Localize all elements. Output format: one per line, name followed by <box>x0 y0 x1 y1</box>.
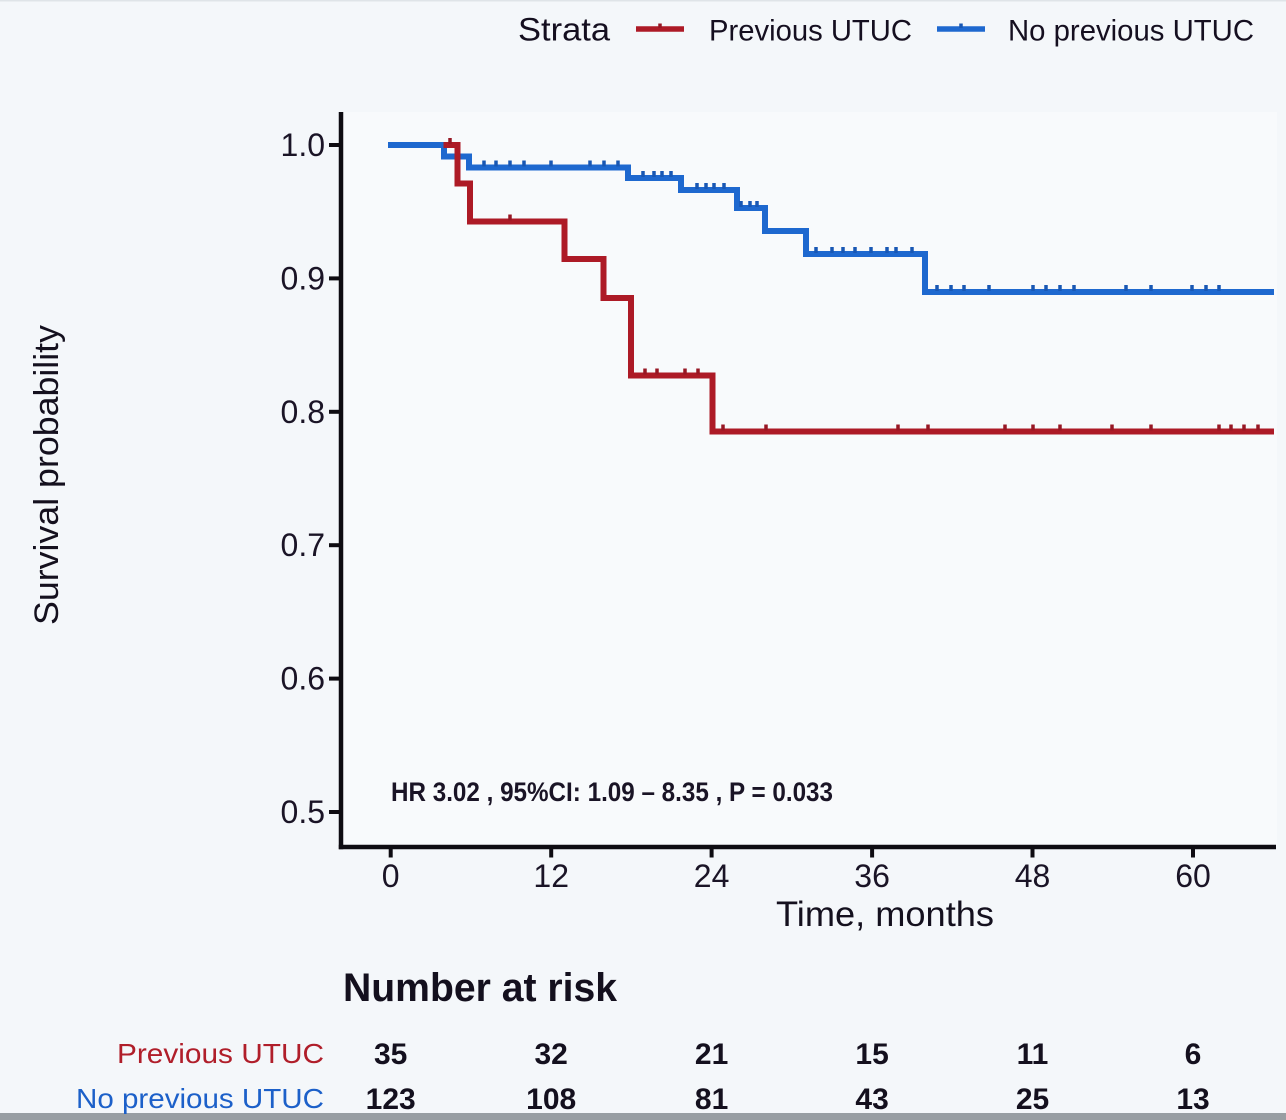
svg-text:32: 32 <box>535 1038 568 1071</box>
svg-text:0.7: 0.7 <box>281 527 325 563</box>
svg-text:25: 25 <box>1016 1083 1049 1116</box>
svg-text:24: 24 <box>694 858 730 894</box>
svg-text:Previous UTUC: Previous UTUC <box>117 1038 324 1069</box>
svg-text:0.9: 0.9 <box>281 260 325 296</box>
svg-text:43: 43 <box>855 1083 888 1116</box>
svg-text:81: 81 <box>695 1083 728 1116</box>
svg-text:No previous UTUC: No previous UTUC <box>76 1083 324 1114</box>
svg-text:0.8: 0.8 <box>281 394 325 430</box>
svg-text:13: 13 <box>1176 1083 1209 1116</box>
svg-text:12: 12 <box>533 858 569 894</box>
svg-text:HR 3.02 , 95%CI: 1.09 – 8.35: HR 3.02 , 95%CI: 1.09 – 8.35 , P = 0.033 <box>391 777 833 807</box>
svg-text:60: 60 <box>1175 858 1211 894</box>
svg-text:0: 0 <box>382 858 400 894</box>
svg-text:0.5: 0.5 <box>281 794 325 830</box>
svg-text:6: 6 <box>1185 1038 1202 1071</box>
svg-text:0.6: 0.6 <box>281 661 325 697</box>
svg-text:48: 48 <box>1015 858 1051 894</box>
svg-text:123: 123 <box>366 1083 416 1116</box>
svg-text:36: 36 <box>854 858 890 894</box>
svg-text:No previous UTUC: No previous UTUC <box>1008 15 1254 48</box>
svg-text:11: 11 <box>1017 1038 1049 1071</box>
svg-text:15: 15 <box>855 1038 888 1071</box>
svg-text:Previous UTUC: Previous UTUC <box>709 15 912 48</box>
svg-text:108: 108 <box>526 1083 576 1116</box>
svg-text:Strata: Strata <box>518 12 610 48</box>
svg-text:Time, months: Time, months <box>776 895 994 934</box>
svg-text:Number at risk: Number at risk <box>343 966 618 1010</box>
svg-text:Survival probability: Survival probability <box>28 325 66 625</box>
svg-text:1.0: 1.0 <box>281 127 325 163</box>
svg-text:21: 21 <box>695 1038 728 1071</box>
svg-text:35: 35 <box>374 1038 407 1071</box>
